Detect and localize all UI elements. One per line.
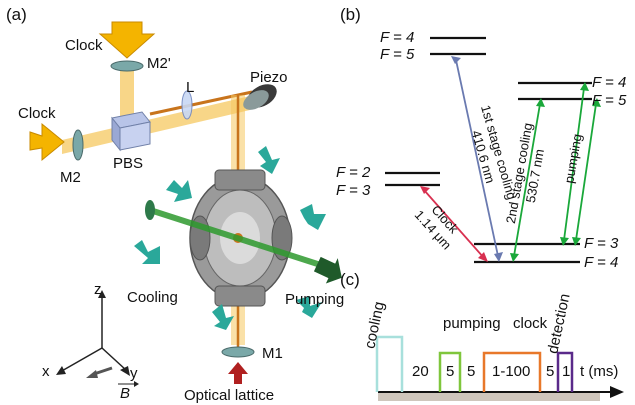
horizontal-clock-beam [62,96,250,154]
sequence-label-clock: clock [513,315,548,332]
axis-z-label: z [94,281,102,298]
axes-icon [56,290,130,376]
detection-pulse [556,351,574,392]
lens-icon [181,90,193,120]
m2-mirror-icon [72,129,84,161]
clock-left-arrow-icon [29,122,65,162]
duration-detection: 1 [562,363,571,380]
lens-label: L [186,79,195,96]
clock-top-arrow-icon [98,21,156,59]
second-stage-arrow-icon [510,98,545,262]
cooling-arrows-icon [134,146,326,330]
b-field-label: B [120,385,131,402]
cooling-pulse [375,335,404,392]
duration-gap1: 5 [467,363,476,380]
level-label-left-upper-top: F = 4 [380,29,415,46]
clock-arrow-icon [420,186,488,262]
clock-pulse [482,351,542,392]
clock-left-label: Clock [18,105,56,122]
vertical-clock-beam [120,62,134,122]
piezo-label: Piezo [250,69,288,86]
pumping-arrow-icon [313,256,342,284]
m1-label: M1 [262,345,283,362]
cooling-label: Cooling [127,289,178,306]
duration-cooling: 20 [412,363,429,380]
duration-clock: 1-100 [492,363,531,380]
optical-lattice-label: Optical lattice [184,387,275,404]
baseline-shadow [378,391,600,401]
pumping-end-cap-icon [145,200,155,220]
pumping-beam [149,207,331,271]
time-axis-arrow-icon [610,386,624,398]
clock-top-label: Clock [65,37,103,54]
duration-gap2: 5 [546,363,555,380]
pumping-arrows-icon [560,82,601,246]
pumping-pulse [438,351,462,392]
pumping-label: Pumping [285,291,345,308]
level-label-ground-top: F = 3 [584,235,619,252]
pbs-label: PBS [113,155,144,172]
piezo-mirror-icon [243,84,277,110]
m2-prime-label: M2' [147,55,171,72]
level-label-right-upper-bottom: F = 5 [592,92,627,109]
level-label-ground-bottom: F = 4 [584,254,619,271]
level-label-left-upper-bottom: F = 5 [380,46,415,63]
pbs-cube-icon [111,111,151,152]
panel-c-label: (c) [340,270,360,289]
m2-label: M2 [60,169,81,186]
m1-mirror-icon [221,346,255,358]
first-stage-arrow-icon [451,56,503,262]
panel-a-label: (a) [6,5,27,24]
level-label-right-upper-top: F = 4 [592,74,627,91]
axis-x-label: x [42,363,50,380]
lattice-arrow-icon [228,362,248,384]
duration-pumping: 5 [446,363,455,380]
sequence-label-pumping: pumping [443,315,501,332]
panel-b-label: (b) [340,5,361,24]
time-axis-label: t (ms) [580,363,619,380]
level-label-mid-bottom: F = 3 [336,182,371,199]
m2-prime-mirror-icon [110,60,144,72]
axis-y-label: y [130,365,138,382]
b-field-arrow-icon [86,366,139,387]
level-label-mid-top: F = 2 [336,164,371,181]
